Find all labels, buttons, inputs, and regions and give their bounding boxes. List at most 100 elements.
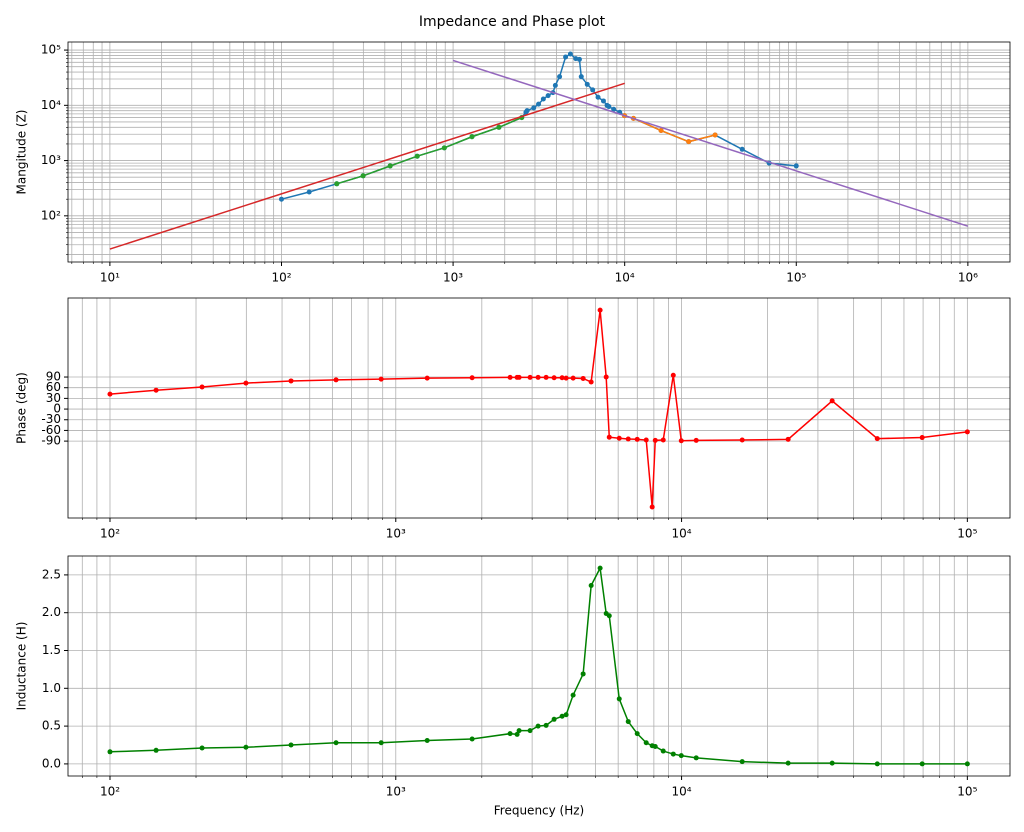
data-point [739,759,745,765]
data-point [531,105,537,111]
data-point [570,692,576,698]
x-tick-label: 10⁶ [958,271,978,285]
axes-frame [67,555,1011,777]
data-point [874,761,880,767]
figure-title: Impedance and Phase plot [419,14,606,30]
data-point [606,434,612,440]
y-tick-label: 0.5 [42,719,61,733]
data-point [507,374,513,380]
data-point [334,181,340,187]
data-point [543,374,549,380]
data-point [333,377,339,383]
data-point [590,87,596,93]
data-point [678,438,684,444]
data-point [414,153,420,159]
series-line [109,82,625,250]
data-point [243,380,249,386]
y-tick-label: 60 [46,380,61,394]
axes-frame [67,41,1011,263]
data-point [785,436,791,442]
data-point [739,437,745,443]
data-point [600,98,606,104]
series-line [109,565,968,765]
data-point [524,108,530,114]
data-point [535,723,541,729]
data-point [507,731,513,737]
data-point [606,613,612,619]
data-point [588,379,594,385]
data-point [670,751,676,757]
series-line [336,116,523,185]
data-point [278,196,284,202]
data-point [563,375,569,381]
data-point [829,398,835,404]
y-tick-label: 2.0 [42,605,61,619]
data-point [652,744,658,750]
data-point [570,375,576,381]
data-point [552,82,558,88]
data-point [387,163,393,169]
data-point [563,54,569,60]
data-point [597,565,603,571]
axes-frame [67,297,1011,519]
data-point [652,437,658,443]
x-tick-label: 10³ [386,785,406,799]
data-point [597,307,603,313]
data-point [712,132,718,138]
data-point [527,374,533,380]
data-point [441,145,447,151]
data-point [919,435,925,441]
x-tick-label: 10³ [443,271,463,285]
data-point [625,719,631,725]
data-point [693,755,699,761]
y-tick-label: 10³ [41,153,61,167]
data-point [634,436,640,442]
data-point [496,124,502,130]
data-point [243,744,249,750]
data-point [540,96,546,102]
data-point [469,736,475,742]
data-point [559,713,565,719]
data-point [576,56,582,62]
data-point [874,436,880,442]
data-point [536,101,542,107]
data-point [527,728,533,734]
x-tick-label: 10² [100,527,120,541]
data-point [543,722,549,728]
data-point [424,375,430,381]
x-tick-label: 10⁴ [672,785,692,799]
data-point [611,106,617,112]
y-tick-label: 30 [46,391,61,405]
data-point [660,748,666,754]
y-axis-label: Mangitude (Z) [15,110,29,195]
data-point [964,429,970,435]
x-tick-label: 10⁵ [957,527,977,541]
data-point [588,582,594,588]
data-point [670,372,676,378]
x-tick-label: 10⁴ [615,271,635,285]
data-point [107,391,113,397]
y-tick-label: -30 [41,412,61,426]
data-point [153,747,159,753]
data-point [584,81,590,87]
data-point [545,93,551,99]
x-tick-label: 10³ [386,527,406,541]
data-point [616,435,622,441]
data-point [739,146,745,152]
data-point [378,740,384,746]
data-point [469,375,475,381]
data-point [625,436,631,442]
data-point [649,504,655,510]
y-tick-label: 10² [41,208,61,222]
data-point [516,374,522,380]
data-point [535,374,541,380]
data-point [634,731,640,737]
y-tick-label: 1.5 [42,643,61,657]
y-tick-label: 2.5 [42,567,61,581]
data-point [660,437,666,443]
y-tick-label: -90 [41,434,61,448]
data-point [306,189,312,195]
data-point [567,51,573,57]
data-point [580,671,586,677]
data-point [678,753,684,759]
